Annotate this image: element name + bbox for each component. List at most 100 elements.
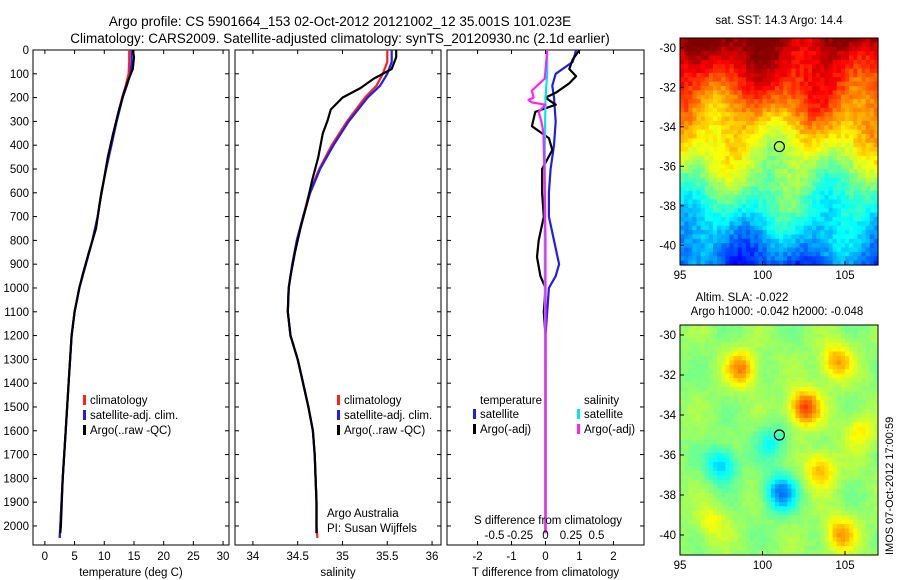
map-cell — [737, 260, 743, 266]
map-cell — [700, 164, 706, 170]
map-cell — [700, 94, 706, 100]
map-cell — [692, 422, 698, 428]
map-cell — [799, 382, 805, 388]
map-cell — [729, 243, 735, 249]
map-cell — [725, 360, 731, 366]
map-cell — [700, 524, 706, 530]
map-cell — [787, 195, 792, 201]
map-cell — [741, 225, 747, 231]
map-cell — [774, 155, 780, 161]
map-cell — [746, 422, 751, 428]
map-cell — [684, 466, 689, 472]
map-cell — [704, 129, 710, 135]
map-cell — [700, 426, 706, 432]
map-cell — [873, 225, 879, 231]
map-cell — [717, 51, 722, 57]
map-cell — [684, 515, 689, 521]
map-cell — [762, 72, 768, 78]
map-cell — [766, 256, 772, 262]
map-cell — [758, 164, 764, 170]
map-cell — [684, 234, 689, 240]
map-cell — [708, 404, 714, 410]
map-cell — [873, 342, 879, 348]
map-cell — [737, 493, 743, 499]
map-cell — [816, 86, 821, 91]
map-cell — [865, 391, 871, 397]
map-cell — [729, 386, 735, 392]
map-cell — [795, 107, 801, 113]
map-cell — [803, 510, 809, 516]
map-cell — [766, 116, 772, 122]
map-cell — [803, 155, 809, 161]
map-cell — [869, 168, 875, 174]
map-cell — [812, 251, 817, 257]
map-cell — [750, 395, 755, 401]
map-cell — [873, 164, 879, 170]
map-cell — [696, 173, 702, 179]
map-cell — [762, 515, 768, 521]
map-cell — [869, 479, 875, 485]
map-cell — [861, 199, 867, 205]
map-cell — [824, 90, 830, 96]
map-cell — [774, 186, 780, 192]
map-cell — [873, 90, 879, 96]
map-cell — [816, 77, 821, 83]
map-cell — [766, 391, 772, 397]
map-cell — [688, 216, 693, 222]
map-cell — [803, 216, 809, 222]
map-cell — [845, 86, 850, 91]
map-cell — [791, 151, 797, 157]
map-cell — [787, 134, 792, 140]
map-cell — [824, 77, 830, 83]
map-cell — [799, 120, 805, 126]
map-cell — [853, 497, 858, 503]
map-cell — [717, 46, 722, 52]
map-cell — [869, 42, 875, 48]
y-tick-label: 900 — [10, 259, 29, 271]
map-cell — [774, 182, 780, 188]
map-cell — [700, 351, 706, 357]
map-cell — [713, 164, 718, 170]
map-cell — [713, 138, 718, 144]
map-cell — [692, 216, 698, 222]
map-cell — [836, 493, 842, 499]
map-cell — [750, 190, 755, 196]
map-cell — [787, 435, 792, 441]
map-cell — [692, 364, 698, 370]
map-cell — [680, 256, 685, 262]
x-tick-label: 95 — [674, 270, 687, 282]
map-cell — [754, 329, 759, 335]
map-cell — [741, 515, 747, 521]
map-cell — [840, 333, 846, 339]
map-cell — [865, 251, 871, 257]
legend-title-temperature: temperature — [480, 395, 542, 407]
map-cell — [684, 164, 689, 170]
map-cell — [828, 448, 834, 454]
map-cell — [770, 347, 776, 353]
map-cell — [746, 221, 751, 227]
map-cell — [692, 168, 698, 174]
map-cell — [684, 177, 689, 183]
map-cell — [787, 99, 792, 105]
map-cell — [770, 431, 776, 437]
map-cell — [840, 164, 846, 170]
map-cell — [832, 479, 838, 485]
map-cell — [700, 247, 706, 253]
map-cell — [840, 497, 846, 503]
map-cell — [836, 208, 842, 214]
map-cell — [688, 426, 693, 432]
map-cell — [820, 216, 825, 222]
map-cell — [729, 479, 735, 485]
map-cell — [812, 234, 817, 240]
map-cell — [758, 444, 764, 450]
map-cell — [824, 134, 830, 140]
map-cell — [787, 243, 792, 249]
map-cell — [828, 68, 834, 74]
map-cell — [746, 426, 751, 432]
legend-swatch — [577, 409, 580, 419]
map-cell — [803, 457, 809, 463]
map-cell — [704, 260, 710, 266]
map-cell — [832, 453, 838, 459]
map-cell — [812, 364, 817, 370]
map-cell — [717, 256, 722, 262]
